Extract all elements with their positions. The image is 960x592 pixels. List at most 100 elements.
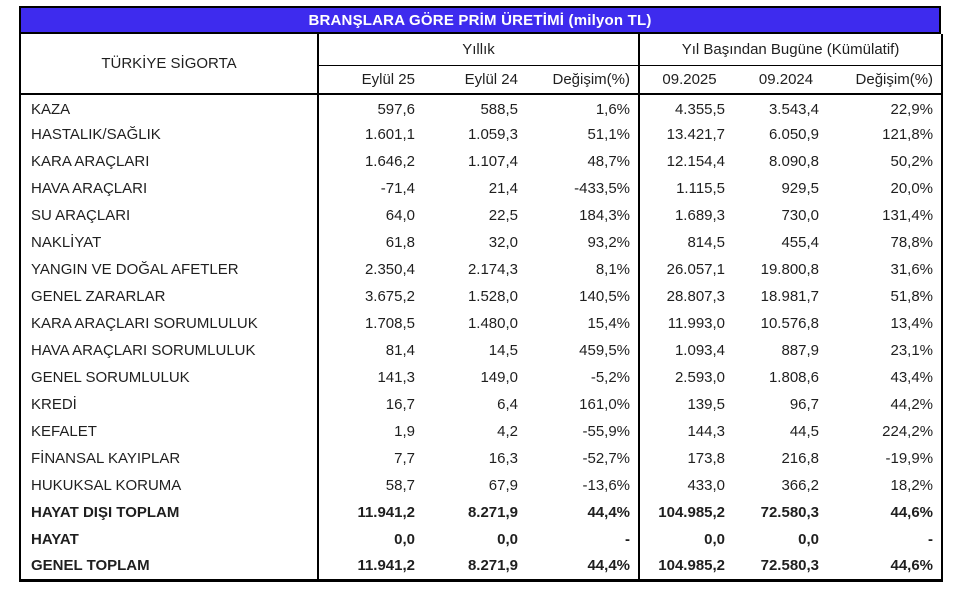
value-cell: 459,5% xyxy=(579,342,631,359)
value-cell: 16,7 xyxy=(317,391,429,418)
table-row: GENEL TOPLAM 11.941,2 8.271,9 44,4% 104.985,… xyxy=(20,553,942,580)
value-cell: 1.708,5 xyxy=(317,310,429,337)
value-cell: 814,5 xyxy=(638,229,740,256)
value-cell: 1.107,4 xyxy=(467,153,518,170)
value-cell: 139,5 xyxy=(638,391,740,418)
value-cell: 2.593,0 xyxy=(638,364,740,391)
row-label: GENEL TOPLAM xyxy=(31,557,150,575)
company-name-header: TÜRKİYE SİGORTA xyxy=(20,34,318,95)
value-cell: 23,1% xyxy=(890,342,934,359)
row-label: GENEL SORUMLULUK xyxy=(31,369,190,386)
row-label: HAYAT DIŞI TOPLAM xyxy=(31,504,180,521)
table-row: HAVA ARAÇLARI SORUMLULUK 81,4 14,5 459,5% 1.… xyxy=(20,337,942,364)
column-header-09-2024: 09.2024 xyxy=(739,65,834,95)
value-cell: 58,7 xyxy=(317,472,429,499)
value-cell: 0,0 xyxy=(317,526,429,553)
value-cell: 26.057,1 xyxy=(638,256,740,283)
value-cell: 161,0% xyxy=(579,396,631,413)
value-cell: 1.059,3 xyxy=(467,126,518,143)
value-cell: 0,0 xyxy=(497,531,518,548)
value-cell: 18,2% xyxy=(890,477,934,494)
row-label: NAKLİYAT xyxy=(31,234,102,251)
value-cell: 11.941,2 xyxy=(317,553,429,580)
value-cell: 13.421,7 xyxy=(638,121,740,148)
value-cell: 8.090,8 xyxy=(768,153,820,170)
value-cell: 8,1% xyxy=(595,261,631,278)
value-cell: -55,9% xyxy=(582,423,631,440)
column-header-change-yearly: Değişim(%) xyxy=(532,65,640,95)
value-cell: 44,6% xyxy=(890,557,934,575)
value-cell: 455,4 xyxy=(781,234,820,251)
value-cell: 50,2% xyxy=(890,153,934,170)
table-row: KAZA 597,6 588,5 1,6% 4.355,5 3.543,4 22,9% xyxy=(20,94,942,121)
value-cell: 61,8 xyxy=(317,229,429,256)
value-cell: 8.271,9 xyxy=(467,504,518,521)
row-label: HAYAT xyxy=(31,531,79,548)
value-cell: -13,6% xyxy=(582,477,631,494)
value-cell: 433,0 xyxy=(638,472,740,499)
table-row: KARA ARAÇLARI SORUMLULUK 1.708,5 1.480,0 15… xyxy=(20,310,942,337)
group-header-yearly: Yıllık xyxy=(316,34,640,66)
value-cell: 43,4% xyxy=(890,369,934,386)
value-cell: 366,2 xyxy=(781,477,820,494)
row-label: YANGIN VE DOĞAL AFETLER xyxy=(31,261,239,278)
value-cell: 730,0 xyxy=(781,207,820,224)
value-cell: 44,6% xyxy=(890,504,934,521)
value-cell: 93,2% xyxy=(587,234,631,251)
row-label: SU ARAÇLARI xyxy=(31,207,131,224)
value-cell: 67,9 xyxy=(488,477,518,494)
value-cell: 44,5 xyxy=(789,423,820,440)
value-cell: -52,7% xyxy=(582,450,631,467)
value-cell: 887,9 xyxy=(781,342,820,359)
value-cell: 131,4% xyxy=(882,207,934,224)
value-cell: 3.675,2 xyxy=(317,283,429,310)
value-cell: 18.981,7 xyxy=(760,288,820,305)
column-header-change-ytd: Değişim(%) xyxy=(833,65,943,95)
data-table: TÜRKİYE SİGORTA Yıllık Yıl Başından Bugü… xyxy=(19,34,944,582)
table-row: FİNANSAL KAYIPLAR 7,7 16,3 -52,7% 173,8 216,8… xyxy=(20,445,942,472)
row-label: KREDİ xyxy=(31,396,77,413)
value-cell: 0,0 xyxy=(798,531,820,548)
value-cell: 32,0 xyxy=(488,234,518,251)
row-label: FİNANSAL KAYIPLAR xyxy=(31,450,181,467)
row-label: GENEL ZARARLAR xyxy=(31,288,166,305)
table-row: HUKUKSAL KORUMA 58,7 67,9 -13,6% 433,0 366,2 1… xyxy=(20,472,942,499)
row-label: KARA ARAÇLARI SORUMLULUK xyxy=(31,315,258,332)
value-cell: 11.941,2 xyxy=(317,499,429,526)
value-cell: 78,8% xyxy=(890,234,934,251)
row-label: HUKUKSAL KORUMA xyxy=(31,477,182,494)
value-cell: 7,7 xyxy=(317,445,429,472)
value-cell: 13,4% xyxy=(890,315,934,332)
value-cell: -5,2% xyxy=(590,369,631,386)
value-cell: 28.807,3 xyxy=(638,283,740,310)
table-row: YANGIN VE DOĞAL AFETLER 2.350,4 2.174,3 8,1… xyxy=(20,256,942,283)
value-cell: 16,3 xyxy=(488,450,518,467)
value-cell: 2.174,3 xyxy=(467,261,518,278)
value-cell: 11.993,0 xyxy=(638,310,740,337)
table-row: HAYAT 0,0 0,0-0,0 0,0- xyxy=(20,526,942,553)
row-label: KAZA xyxy=(31,101,71,118)
table-row: NAKLİYAT 61,8 32,0 93,2% 814,5 455,4 78,8% xyxy=(20,229,942,256)
row-label: HAVA ARAÇLARI xyxy=(31,180,148,197)
value-cell: 0,0 xyxy=(638,526,740,553)
value-cell: 1.689,3 xyxy=(638,202,740,229)
column-header-eylul-24: Eylül 24 xyxy=(429,65,532,95)
value-cell: 2.350,4 xyxy=(317,256,429,283)
value-cell: 72.580,3 xyxy=(760,557,820,575)
value-cell: 44,4% xyxy=(587,557,631,575)
row-label: KEFALET xyxy=(31,423,97,440)
value-cell: 929,5 xyxy=(781,180,820,197)
value-cell: 96,7 xyxy=(789,396,820,413)
value-cell: 14,5 xyxy=(488,342,518,359)
value-cell: 141,3 xyxy=(317,364,429,391)
value-cell: 173,8 xyxy=(638,445,740,472)
table-row: GENEL ZARARLAR 3.675,2 1.528,0 140,5% 28.807… xyxy=(20,283,942,310)
value-cell: 144,3 xyxy=(638,418,740,445)
value-cell: 1.601,1 xyxy=(317,121,429,148)
value-cell: 4,2 xyxy=(497,423,518,440)
table-row: GENEL SORUMLULUK 141,3 149,0 -5,2% 2.593,0 1.… xyxy=(20,364,942,391)
value-cell: 19.800,8 xyxy=(760,261,820,278)
value-cell: 44,2% xyxy=(890,396,934,413)
value-cell: 44,4% xyxy=(587,504,631,521)
column-header-09-2025: 09.2025 xyxy=(638,65,740,95)
